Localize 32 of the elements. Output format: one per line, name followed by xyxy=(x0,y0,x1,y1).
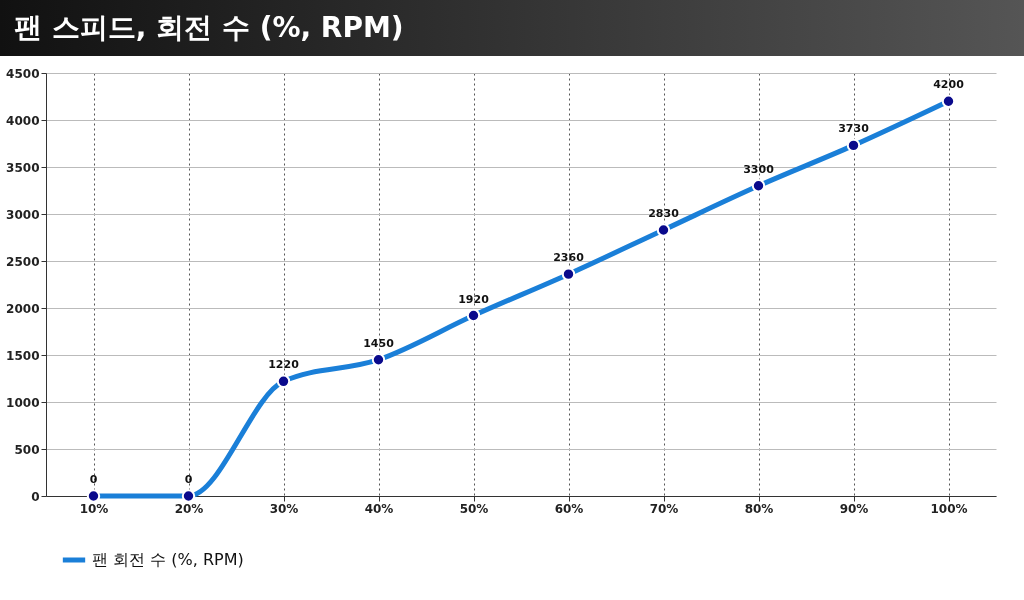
x-tick-label: 100% xyxy=(930,501,968,516)
data-label: 1450 xyxy=(363,336,395,350)
x-tick-label: 60% xyxy=(554,501,584,516)
y-tick-label: 0 xyxy=(31,489,40,504)
chart-title: 팬 스피드, 회전 수 (%, RPM) xyxy=(0,0,1024,56)
legend-label: 팬 회전 수 (%, RPM) xyxy=(92,550,244,569)
x-tick-label: 10% xyxy=(79,501,109,516)
y-tick-label: 4000 xyxy=(6,113,40,128)
x-tick-label: 50% xyxy=(459,501,489,516)
y-tick-label: 4500 xyxy=(6,66,40,81)
x-tick-label: 90% xyxy=(839,501,869,516)
data-label: 3300 xyxy=(743,162,775,176)
y-tick-label: 3000 xyxy=(6,207,40,222)
x-tick-label: 80% xyxy=(744,501,774,516)
data-label: 1220 xyxy=(268,358,300,372)
data-label: 3730 xyxy=(838,122,870,136)
x-tick-label: 70% xyxy=(649,501,679,516)
data-label: 2360 xyxy=(553,251,585,265)
x-tick-label: 30% xyxy=(269,501,299,516)
data-label: 4200 xyxy=(933,78,965,92)
y-tick-label: 3500 xyxy=(6,160,40,175)
x-tick-label: 40% xyxy=(364,501,394,516)
data-label: 2830 xyxy=(648,206,680,220)
data-label: 0 xyxy=(184,473,193,486)
data-label: 0 xyxy=(89,473,98,486)
y-tick-label: 2500 xyxy=(6,254,40,269)
y-tick-label: 1000 xyxy=(6,395,40,410)
x-tick-label: 20% xyxy=(174,501,204,516)
y-tick-label: 500 xyxy=(14,442,40,457)
data-label: 1920 xyxy=(458,292,490,306)
y-tick-label: 2000 xyxy=(6,301,40,316)
y-tick-label: 1500 xyxy=(6,348,40,363)
